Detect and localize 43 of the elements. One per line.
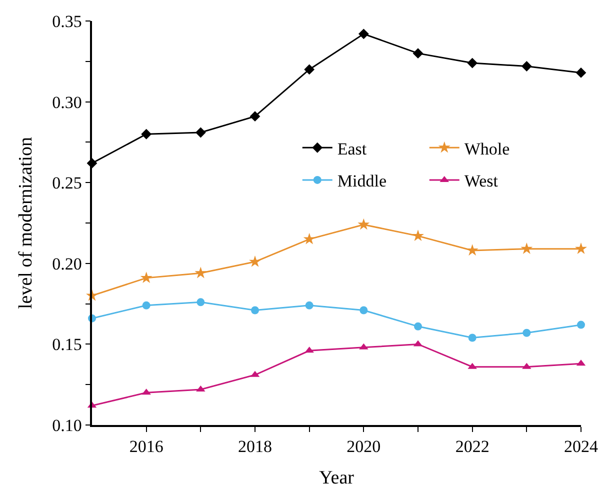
point xyxy=(520,242,533,254)
y-tick-label: 0.35 xyxy=(52,12,82,31)
point xyxy=(575,242,587,254)
point xyxy=(304,64,315,75)
point xyxy=(467,58,478,68)
x-axis-title: Year xyxy=(318,467,355,488)
x-tick-label: 2016 xyxy=(129,437,164,456)
point xyxy=(249,255,261,267)
x-tick-label: 2020 xyxy=(346,437,381,456)
y-tick-label: 0.15 xyxy=(52,335,82,354)
legend-label: East xyxy=(337,139,367,158)
point xyxy=(576,68,586,78)
point xyxy=(303,232,316,244)
point xyxy=(195,127,206,138)
point xyxy=(358,218,370,230)
x-tick-label: 2022 xyxy=(455,437,490,456)
point xyxy=(414,322,422,330)
y-tick-label: 0.25 xyxy=(52,174,82,193)
point xyxy=(522,328,531,337)
point xyxy=(141,128,152,140)
point xyxy=(577,320,585,329)
point xyxy=(468,334,476,342)
legend-label: Whole xyxy=(464,139,510,158)
point xyxy=(196,298,205,306)
point xyxy=(194,266,207,278)
legend-label: West xyxy=(464,172,498,191)
x-tick-label: 2018 xyxy=(238,437,272,456)
point xyxy=(412,48,424,59)
point xyxy=(521,61,532,72)
point xyxy=(305,301,314,310)
point xyxy=(412,230,424,242)
y-tick-label: 0.30 xyxy=(52,92,82,112)
y-axis-title: level of modernization xyxy=(15,136,36,309)
point xyxy=(140,272,152,284)
y-tick-label: 0.10 xyxy=(52,416,82,435)
point xyxy=(142,301,150,310)
legend-label: Middle xyxy=(337,172,386,191)
point xyxy=(250,111,260,122)
point xyxy=(358,28,369,40)
point xyxy=(360,306,368,314)
y-tick-label: 0.20 xyxy=(52,254,82,274)
x-tick-label: 2024 xyxy=(564,437,598,456)
point xyxy=(251,306,259,314)
